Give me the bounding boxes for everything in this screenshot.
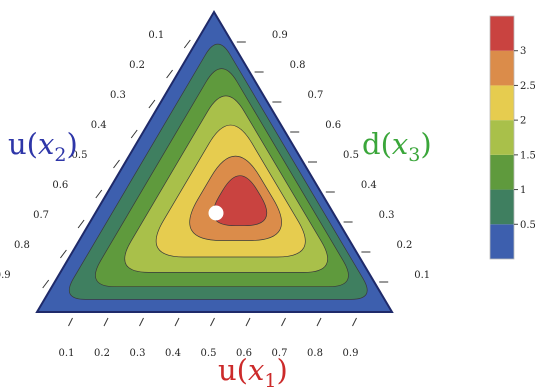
right-axis-label: d(x3): [362, 127, 432, 166]
colorbar: 0.5 1 1.5 2 2.5 3: [489, 15, 535, 260]
colorbar-segment: [490, 50, 514, 86]
bottom-tick: [68, 317, 73, 327]
left-tick: [95, 189, 103, 199]
colorbar-tick-label: 1.5: [520, 150, 535, 161]
bottom-tick-label: 0.5: [201, 348, 217, 359]
contour-regions: [37, 12, 392, 312]
colorbar-tick-label: 2.5: [520, 81, 535, 92]
right-tick-label: 0.1: [414, 270, 430, 281]
bottom-tick-label: 0.3: [130, 348, 146, 359]
center-marker: [208, 205, 224, 221]
bottom-tick-label: 0.8: [307, 348, 323, 359]
colorbar-segment: [490, 154, 514, 190]
bottom-tick: [316, 317, 322, 327]
bottom-tick-label: 0.2: [94, 348, 110, 359]
bottom-tick: [174, 317, 180, 327]
colorbar-segment: [490, 224, 514, 259]
bottom-tick: [210, 317, 215, 327]
left-axis-label: u(x2): [8, 127, 78, 166]
left-tick-label: 0.1: [148, 30, 164, 41]
bottom-tick: [245, 317, 251, 327]
colorbar-segment: [490, 189, 514, 225]
bottom-tick: [139, 317, 144, 327]
bottom-tick-label: 0.9: [343, 348, 359, 359]
colorbar-tick-label: 1: [520, 185, 526, 196]
left-tick-label: 0.7: [33, 210, 49, 221]
right-tick-label: 0.5: [343, 150, 359, 161]
left-tick: [148, 99, 156, 109]
left-tick: [166, 69, 174, 79]
left-tick-label: 0.6: [52, 180, 68, 191]
bottom-tick: [352, 317, 357, 327]
bottom-tick: [281, 317, 286, 327]
bottom-tick-label: 0.7: [272, 348, 288, 359]
right-tick-label: 0.2: [396, 240, 412, 251]
colorbar-segment: [490, 16, 514, 51]
left-tick: [130, 129, 138, 139]
left-tick: [113, 159, 120, 169]
triangle-frame: [35, 10, 394, 313]
left-tick: [77, 219, 85, 229]
axis-ticks: 0.1 0.2 0.3 0.4 0.5 0.6 0.7 0.8 0.9 0.1 0.2 0.3 0.4 0…: [0, 30, 430, 359]
colorbar-border: [489, 15, 515, 260]
left-tick-label: 0.9: [0, 270, 11, 281]
left-tick: [60, 249, 67, 259]
colorbar-tick-label: 2: [520, 116, 526, 127]
left-tick: [183, 39, 191, 49]
colorbar-segment: [490, 120, 514, 155]
right-tick-label: 0.9: [272, 30, 288, 41]
left-tick-label: 0.3: [110, 90, 126, 101]
left-tick-label: 0.2: [129, 60, 145, 71]
right-tick-label: 0.3: [379, 210, 395, 221]
right-tick-label: 0.8: [290, 60, 306, 71]
bottom-tick: [103, 317, 109, 327]
right-tick-label: 0.6: [325, 120, 341, 131]
left-tick-label: 0.4: [91, 120, 107, 131]
right-tick-label: 0.4: [361, 180, 377, 191]
left-tick-label: 0.5: [72, 150, 88, 161]
bottom-tick-label: 0.1: [59, 348, 75, 359]
colorbar-tick-label: 3: [520, 46, 526, 57]
bottom-axis-label: u(x1): [218, 353, 288, 388]
right-tick-label: 0.7: [307, 90, 323, 101]
marker-layer: [208, 205, 224, 221]
bottom-tick-label: 0.6: [236, 348, 252, 359]
colorbar-segment: [490, 85, 514, 121]
left-tick-label: 0.8: [14, 240, 30, 251]
left-tick: [42, 279, 50, 289]
colorbar-tick-label: 0.5: [520, 220, 535, 231]
bottom-tick-label: 0.4: [165, 348, 181, 359]
